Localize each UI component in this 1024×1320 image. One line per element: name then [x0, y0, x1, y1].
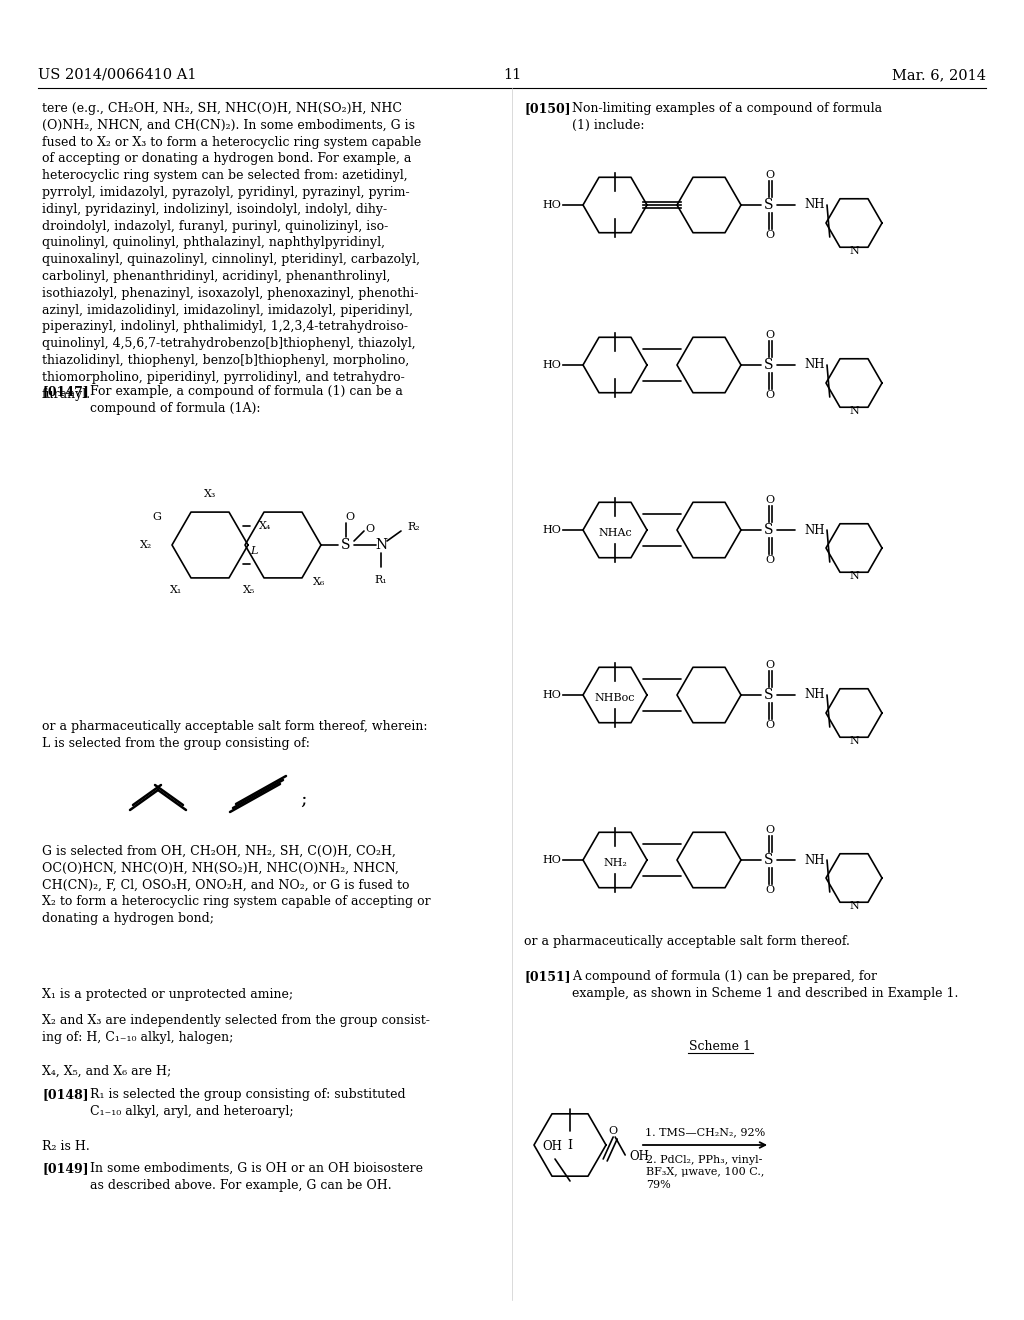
Text: or a pharmaceutically acceptable salt form thereof, wherein:
L is selected from : or a pharmaceutically acceptable salt fo… — [42, 719, 427, 750]
Text: N: N — [849, 246, 859, 256]
Text: tere (e.g., CH₂OH, NH₂, SH, NHC(O)H, NH(SO₂)H, NHC
(O)NH₂, NHCN, and CH(CN)₂). I: tere (e.g., CH₂OH, NH₂, SH, NHC(O)H, NH(… — [42, 102, 421, 400]
Text: O: O — [366, 524, 375, 535]
Text: Scheme 1: Scheme 1 — [689, 1040, 751, 1053]
Text: HO: HO — [542, 690, 561, 700]
Text: A compound of formula (1) can be prepared, for
example, as shown in Scheme 1 and: A compound of formula (1) can be prepare… — [572, 970, 958, 999]
Text: NH: NH — [804, 524, 824, 536]
Text: O: O — [765, 330, 774, 341]
Text: X₁: X₁ — [170, 585, 182, 595]
Text: NH: NH — [804, 198, 824, 211]
Text: R₁: R₁ — [375, 576, 387, 585]
Text: NHAc: NHAc — [598, 528, 632, 539]
Text: NH: NH — [804, 689, 824, 701]
Text: O: O — [345, 512, 354, 521]
Text: X₄, X₅, and X₆ are H;: X₄, X₅, and X₆ are H; — [42, 1065, 171, 1078]
Text: R₂: R₂ — [407, 521, 420, 532]
Text: [0149]: [0149] — [42, 1162, 89, 1175]
Text: S: S — [341, 539, 351, 552]
Text: HO: HO — [542, 201, 561, 210]
Text: I: I — [567, 1139, 572, 1152]
Text: G is selected from OH, CH₂OH, NH₂, SH, C(O)H, CO₂H,
OC(O)HCN, NHC(O)H, NH(SO₂)H,: G is selected from OH, CH₂OH, NH₂, SH, C… — [42, 845, 431, 925]
Text: L: L — [251, 546, 258, 556]
Text: N: N — [849, 902, 859, 911]
Text: [0151]: [0151] — [524, 970, 570, 983]
Text: O: O — [765, 230, 774, 240]
Text: O: O — [765, 170, 774, 180]
Text: NH: NH — [804, 359, 824, 371]
Text: OH: OH — [542, 1140, 562, 1152]
Text: O: O — [608, 1126, 617, 1137]
Text: NH₂: NH₂ — [603, 858, 627, 869]
Text: G: G — [153, 512, 162, 521]
Text: X₃: X₃ — [204, 488, 216, 499]
Text: For example, a compound of formula (1) can be a
compound of formula (1A):: For example, a compound of formula (1) c… — [90, 385, 402, 414]
Text: N: N — [849, 407, 859, 416]
Text: X₆: X₆ — [312, 577, 326, 587]
Text: X₂ and X₃ are independently selected from the group consist-
ing of: H, C₁₋₁₀ al: X₂ and X₃ are independently selected fro… — [42, 1014, 430, 1044]
Text: X₁ is a protected or unprotected amine;: X₁ is a protected or unprotected amine; — [42, 987, 293, 1001]
Text: O: O — [765, 660, 774, 671]
Text: R₁ is selected the group consisting of: substituted
C₁₋₁₀ alkyl, aryl, and heter: R₁ is selected the group consisting of: … — [90, 1088, 406, 1118]
Text: US 2014/0066410 A1: US 2014/0066410 A1 — [38, 69, 197, 82]
Text: Non-limiting examples of a compound of formula
(1) include:: Non-limiting examples of a compound of f… — [572, 102, 882, 132]
Text: X₄: X₄ — [259, 521, 271, 531]
Text: R₂ is H.: R₂ is H. — [42, 1140, 90, 1152]
Text: [0147]: [0147] — [42, 385, 89, 399]
Text: 11: 11 — [503, 69, 521, 82]
Text: 2. PdCl₂, PPh₃, vinyl-
BF₃X, μwave, 100 C.,
79%: 2. PdCl₂, PPh₃, vinyl- BF₃X, μwave, 100 … — [646, 1155, 764, 1189]
Text: N: N — [849, 737, 859, 746]
Text: X₅: X₅ — [243, 585, 255, 595]
Text: 1. TMS—CH₂N₂, 92%: 1. TMS—CH₂N₂, 92% — [645, 1127, 765, 1137]
Text: HO: HO — [542, 855, 561, 865]
Text: In some embodiments, G is OH or an OH bioisostere
as described above. For exampl: In some embodiments, G is OH or an OH bi… — [90, 1162, 423, 1192]
Text: NHBoc: NHBoc — [595, 693, 635, 704]
Text: X₂: X₂ — [139, 540, 152, 550]
Text: O: O — [765, 389, 774, 400]
Text: NH: NH — [804, 854, 824, 866]
Text: OH: OH — [629, 1151, 649, 1163]
Text: O: O — [765, 554, 774, 565]
Text: N: N — [849, 572, 859, 581]
Text: S: S — [764, 523, 774, 537]
Text: S: S — [764, 853, 774, 867]
Text: O: O — [765, 719, 774, 730]
Text: O: O — [765, 825, 774, 836]
Text: N: N — [375, 539, 387, 552]
Text: S: S — [764, 358, 774, 372]
Text: S: S — [764, 688, 774, 702]
Text: HO: HO — [542, 525, 561, 535]
Text: O: O — [765, 495, 774, 506]
Text: Mar. 6, 2014: Mar. 6, 2014 — [892, 69, 986, 82]
Text: S: S — [764, 198, 774, 213]
Text: or a pharmaceutically acceptable salt form thereof.: or a pharmaceutically acceptable salt fo… — [524, 935, 850, 948]
Text: [0148]: [0148] — [42, 1088, 89, 1101]
Text: ;: ; — [300, 791, 306, 809]
Text: O: O — [765, 884, 774, 895]
Text: HO: HO — [542, 360, 561, 370]
Text: [0150]: [0150] — [524, 102, 570, 115]
